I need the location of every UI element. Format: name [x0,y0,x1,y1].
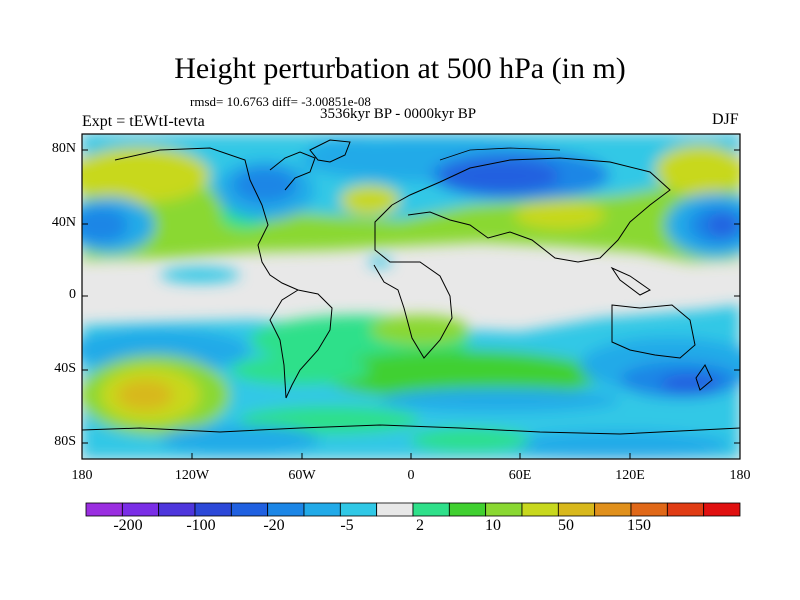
season-label: DJF [712,111,739,128]
colorbar-swatch [703,502,741,517]
lon-tick-label: 60W [288,468,316,483]
colorbar-swatch [666,502,705,517]
lon-tick-label: 120E [615,468,645,483]
colorbar-swatch [158,502,196,517]
colorbar [85,502,741,517]
experiment-label: Expt = tEWtI-tevta [82,113,205,130]
lon-tick-label: 180 [729,468,751,483]
stats-subtitle: rmsd= 10.6763 diff= -3.00851e-08 [190,94,371,109]
lon-tick-label: 0 [407,468,415,483]
lon-tick-label: 180 [71,468,93,483]
colorbar-swatch [85,502,123,517]
lat-tick-label: 0 [69,287,76,302]
colorbar-label: 50 [558,517,574,534]
colorbar-swatch [412,502,450,517]
colorbar-swatch [557,502,596,517]
colorbar-label: -5 [340,517,354,534]
colorbar-swatch [630,502,668,517]
colorbar-swatch [230,502,269,517]
colorbar-label: 150 [627,517,651,534]
colorbar-swatch [485,502,523,517]
lat-tick-label: 80S [54,434,76,449]
lat-tick-label: 40N [51,215,76,230]
colorbar-swatch [194,502,232,517]
lat-tick-label: 80N [51,141,76,156]
colorbar-swatch [121,502,160,517]
coastlines [82,139,740,435]
period-subtitle: 3536kyr BP - 0000kyr BP [320,106,477,122]
colorbar-swatch [303,502,341,517]
colorbar-swatch [594,502,632,517]
colorbar-label: 2 [416,517,424,534]
colorbar-label: -100 [186,517,216,534]
colorbar-label: -20 [263,517,285,534]
colorbar-label: 10 [485,517,501,534]
lat-tick-label: 40S [54,361,76,376]
colorbar-swatch [376,502,414,517]
lon-tick-label: 120W [174,468,210,483]
colorbar-label: -200 [113,517,143,534]
height-anomaly-field [82,134,740,459]
colorbar-swatch [521,502,559,517]
colorbar-swatch [448,502,487,517]
colorbar-swatch [267,502,305,517]
plot-title: Height perturbation at 500 hPa (in m) [174,52,626,85]
lon-tick-label: 60E [508,468,532,483]
colorbar-swatch [339,502,378,517]
